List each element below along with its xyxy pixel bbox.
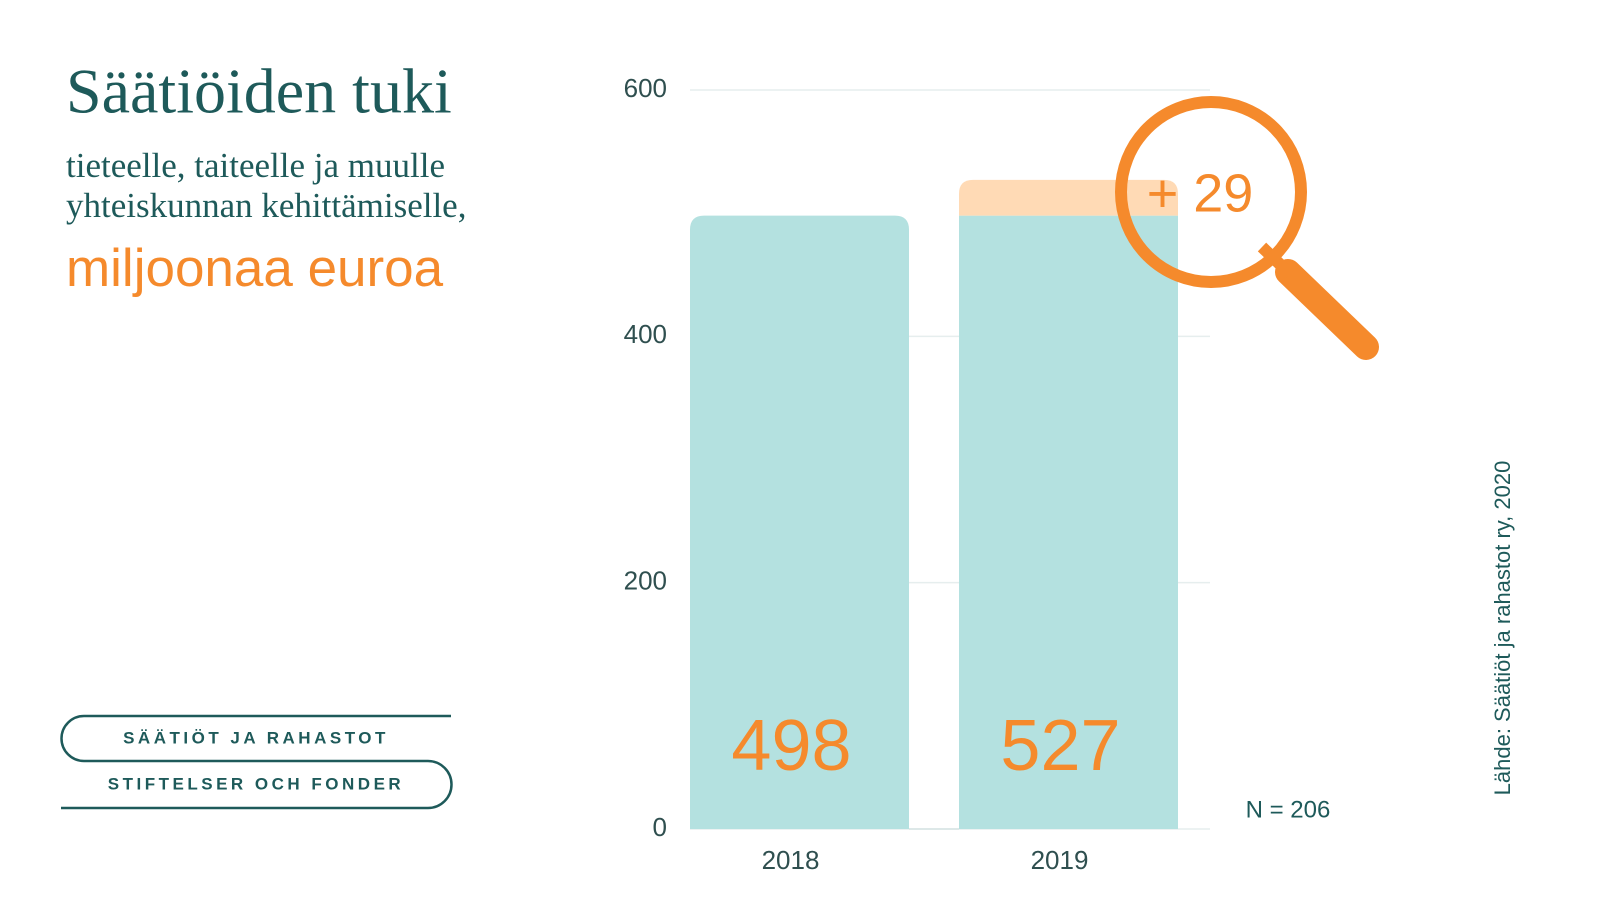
x-tick-label: 2019 <box>1031 845 1089 875</box>
logo-text: STIFTELSER OCH FONDER <box>108 774 404 793</box>
magnifier-handle <box>1275 259 1379 360</box>
magnifier <box>1115 96 1379 360</box>
source: Lähde: Säätiöt ja rahastot ry, 2020 <box>1490 461 1515 796</box>
y-tick-label: 0 <box>653 812 667 842</box>
total-label: 498 <box>731 706 851 786</box>
bars: 498 527 <box>690 179 1178 829</box>
unit: miljoonaa euroa <box>66 239 444 298</box>
bar-segment <box>690 215 909 829</box>
sample-size: N = 206 <box>1246 796 1331 823</box>
title: Säätiöiden tuki <box>66 56 452 127</box>
bar-segment <box>959 179 1178 216</box>
y-tick-label: 400 <box>624 319 667 349</box>
total-label: 527 <box>1000 706 1120 786</box>
y-tick-label: 200 <box>624 566 667 596</box>
logo-outline <box>60 714 453 810</box>
magnifier-lens <box>1115 96 1307 288</box>
bar-segment <box>959 215 1178 829</box>
change-label: + 29 <box>1147 163 1254 223</box>
logo-text: SÄÄTIÖT JA RAHASTOT <box>123 728 389 747</box>
subtitle: tieteelle, taiteelle ja muulle <box>66 146 445 185</box>
subtitle: yhteiskunnan kehittämiselle, <box>66 186 466 225</box>
x-tick-label: 2018 <box>762 845 820 875</box>
y-tick-label: 600 <box>624 73 667 103</box>
